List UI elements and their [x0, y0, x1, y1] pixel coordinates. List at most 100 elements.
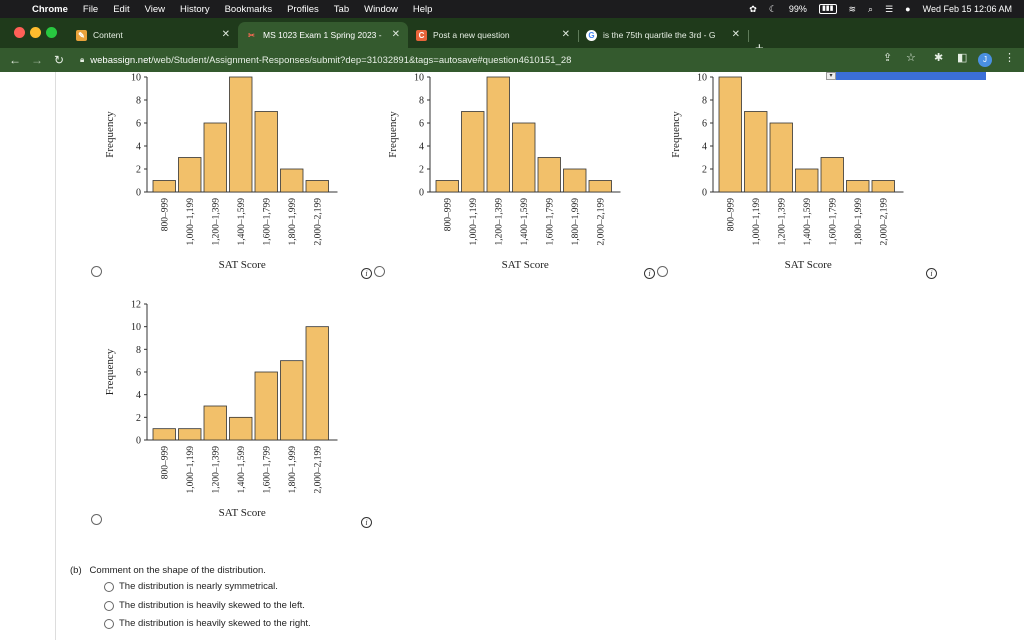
menu-tab[interactable]: Tab	[333, 3, 350, 15]
tab-strip: ✎ Content ✕ ✂ MS 1023 Exam 1 Spring 2023…	[0, 18, 1024, 57]
x-axis-label: SAT Score	[219, 259, 266, 271]
x-tick-label: 1,000–1,199	[186, 446, 196, 494]
shape-option-skewed-left[interactable]: The distribution is heavily skewed to th…	[104, 600, 305, 611]
y-tick-label: 8	[136, 96, 141, 107]
dropdown-toolbar[interactable]: ▾	[826, 72, 986, 80]
window-minimize-icon[interactable]	[30, 27, 41, 38]
info-icon[interactable]: i	[644, 268, 655, 279]
control-center-icon[interactable]: ☰	[885, 3, 894, 14]
histogram-bar	[744, 111, 768, 193]
siri-icon[interactable]: ●	[905, 4, 911, 14]
y-tick-label: 4	[702, 142, 707, 153]
shape-option-radio[interactable]	[104, 618, 114, 629]
info-icon[interactable]: i	[361, 268, 372, 279]
x-tick-label: 2,000–2,199	[313, 446, 323, 494]
url-field[interactable]: 🔒︎ webassign.net/web/Student/Assignment-…	[80, 51, 860, 69]
histogram-option-a: 0 2 4 6 8 10 Frequency 800–999 1,000–1,199 1,200–…	[104, 73, 338, 271]
x-tick-label: 800–999	[160, 446, 170, 480]
tab-google-search[interactable]: G is the 75th quartile the 3rd - G ✕	[578, 22, 748, 48]
x-tick-label: 2,000–2,199	[596, 198, 606, 246]
histogram-option-c-radio[interactable]	[657, 266, 668, 277]
info-icon[interactable]: i	[361, 517, 372, 528]
x-tick-label: 1,800–1,999	[571, 198, 581, 246]
battery-icon[interactable]: ▮▮▮	[818, 4, 837, 14]
shape-option-radio[interactable]	[104, 600, 114, 611]
x-tick-label: 1,600–1,799	[828, 198, 838, 246]
menu-profiles[interactable]: Profiles	[287, 3, 319, 15]
tab-post-question[interactable]: C Post a new question ✕	[408, 22, 578, 48]
histogram-bar	[152, 180, 176, 193]
histogram-bar	[280, 360, 304, 441]
menu-help[interactable]: Help	[412, 3, 433, 15]
histogram-bar	[435, 180, 459, 193]
menu-window[interactable]: Window	[364, 3, 398, 15]
y-tick-label: 12	[131, 300, 141, 311]
side-panel-icon[interactable]: ◧	[957, 52, 968, 64]
menu-edit[interactable]: Edit	[113, 3, 130, 15]
moon-icon[interactable]: ☾	[768, 3, 777, 14]
histogram-bar	[178, 157, 202, 193]
tab-close-icon[interactable]: ✕	[221, 29, 230, 40]
x-tick-label: 2,000–2,199	[879, 198, 889, 246]
y-axis-label: Frequency	[670, 111, 682, 158]
x-axis-label: SAT Score	[785, 259, 832, 271]
histogram-option-b: 0 2 4 6 8 10 Frequency 800–999 1,000–1,199 1,200–…	[387, 73, 621, 271]
y-tick-label: 0	[136, 188, 141, 199]
shape-option-radio[interactable]	[104, 581, 114, 592]
forward-icon[interactable]: →	[31, 53, 43, 67]
histogram-option-d: 0 2 4 6 8 10 12 Frequency 800–999 1,000–1,199 1,20…	[104, 300, 338, 519]
wifi-icon[interactable]: ≋	[848, 3, 857, 14]
y-tick-label: 4	[136, 142, 141, 153]
reload-icon[interactable]: ↻	[53, 53, 65, 67]
histogram-bar	[203, 122, 227, 193]
tab-ms1023-exam[interactable]: ✂ MS 1023 Exam 1 Spring 2023 - ✕	[238, 22, 408, 48]
window-close-icon[interactable]	[14, 27, 25, 38]
dropdown-arrow-icon[interactable]: ▾	[826, 72, 836, 80]
tab-close-icon[interactable]: ✕	[391, 29, 400, 40]
tab-separator	[578, 30, 579, 42]
share-icon[interactable]: ⇪	[883, 52, 893, 64]
info-icon[interactable]: i	[926, 268, 937, 279]
tab-content[interactable]: ✎ Content ✕	[68, 22, 238, 48]
shape-option-label: The distribution is nearly symmetrical.	[119, 581, 278, 592]
browser-menu-icon[interactable]: ⋮	[1004, 52, 1015, 64]
histogram-option-c: 0 2 4 6 8 10 Frequency 800–999 1,000–1,199 1,200–…	[670, 73, 904, 271]
creative-cloud-icon[interactable]: ✿	[749, 3, 757, 14]
tab-close-icon[interactable]: ✕	[561, 29, 570, 40]
histogram-option-a-radio[interactable]	[91, 266, 102, 277]
tab-title: MS 1023 Exam 1 Spring 2023 -	[263, 30, 382, 40]
histogram-bar	[203, 405, 227, 441]
histogram-bar	[305, 326, 329, 441]
tab-close-icon[interactable]: ✕	[731, 29, 740, 40]
tab-title: Content	[93, 30, 123, 40]
y-tick-label: 10	[697, 73, 707, 84]
window-zoom-icon[interactable]	[46, 27, 57, 38]
x-tick-label: 1,200–1,399	[211, 446, 221, 494]
histogram-bar	[305, 180, 329, 193]
pencil-icon: ✎	[76, 29, 87, 41]
menu-app-name[interactable]: Chrome	[32, 3, 68, 15]
menu-history[interactable]: History	[180, 3, 210, 15]
bookmark-star-icon[interactable]: ☆	[906, 52, 916, 64]
histogram-bar	[178, 428, 202, 441]
x-axis-label: SAT Score	[502, 259, 549, 271]
histogram-option-d-radio[interactable]	[91, 514, 102, 525]
lock-icon: 🔒︎	[80, 55, 85, 64]
y-tick-label: 2	[136, 413, 141, 424]
shape-option-symmetrical[interactable]: The distribution is nearly symmetrical.	[104, 581, 278, 592]
y-tick-label: 0	[702, 188, 707, 199]
menu-view[interactable]: View	[144, 3, 166, 15]
spotlight-search-icon[interactable]: ⌕	[868, 3, 874, 14]
menu-file[interactable]: File	[82, 3, 99, 15]
back-icon[interactable]: ←	[9, 53, 21, 67]
menu-bookmarks[interactable]: Bookmarks	[224, 3, 273, 15]
profile-avatar[interactable]: J	[978, 53, 992, 67]
histogram-bar	[537, 157, 561, 193]
histogram-bar	[846, 180, 870, 193]
extensions-icon[interactable]: ✱	[934, 52, 944, 64]
shape-option-skewed-right[interactable]: The distribution is heavily skewed to th…	[104, 618, 311, 629]
part-b-label: (b)	[70, 565, 82, 576]
x-tick-label: 1,200–1,399	[211, 198, 221, 246]
y-tick-label: 2	[419, 165, 424, 176]
histogram-option-b-radio[interactable]	[374, 266, 385, 277]
